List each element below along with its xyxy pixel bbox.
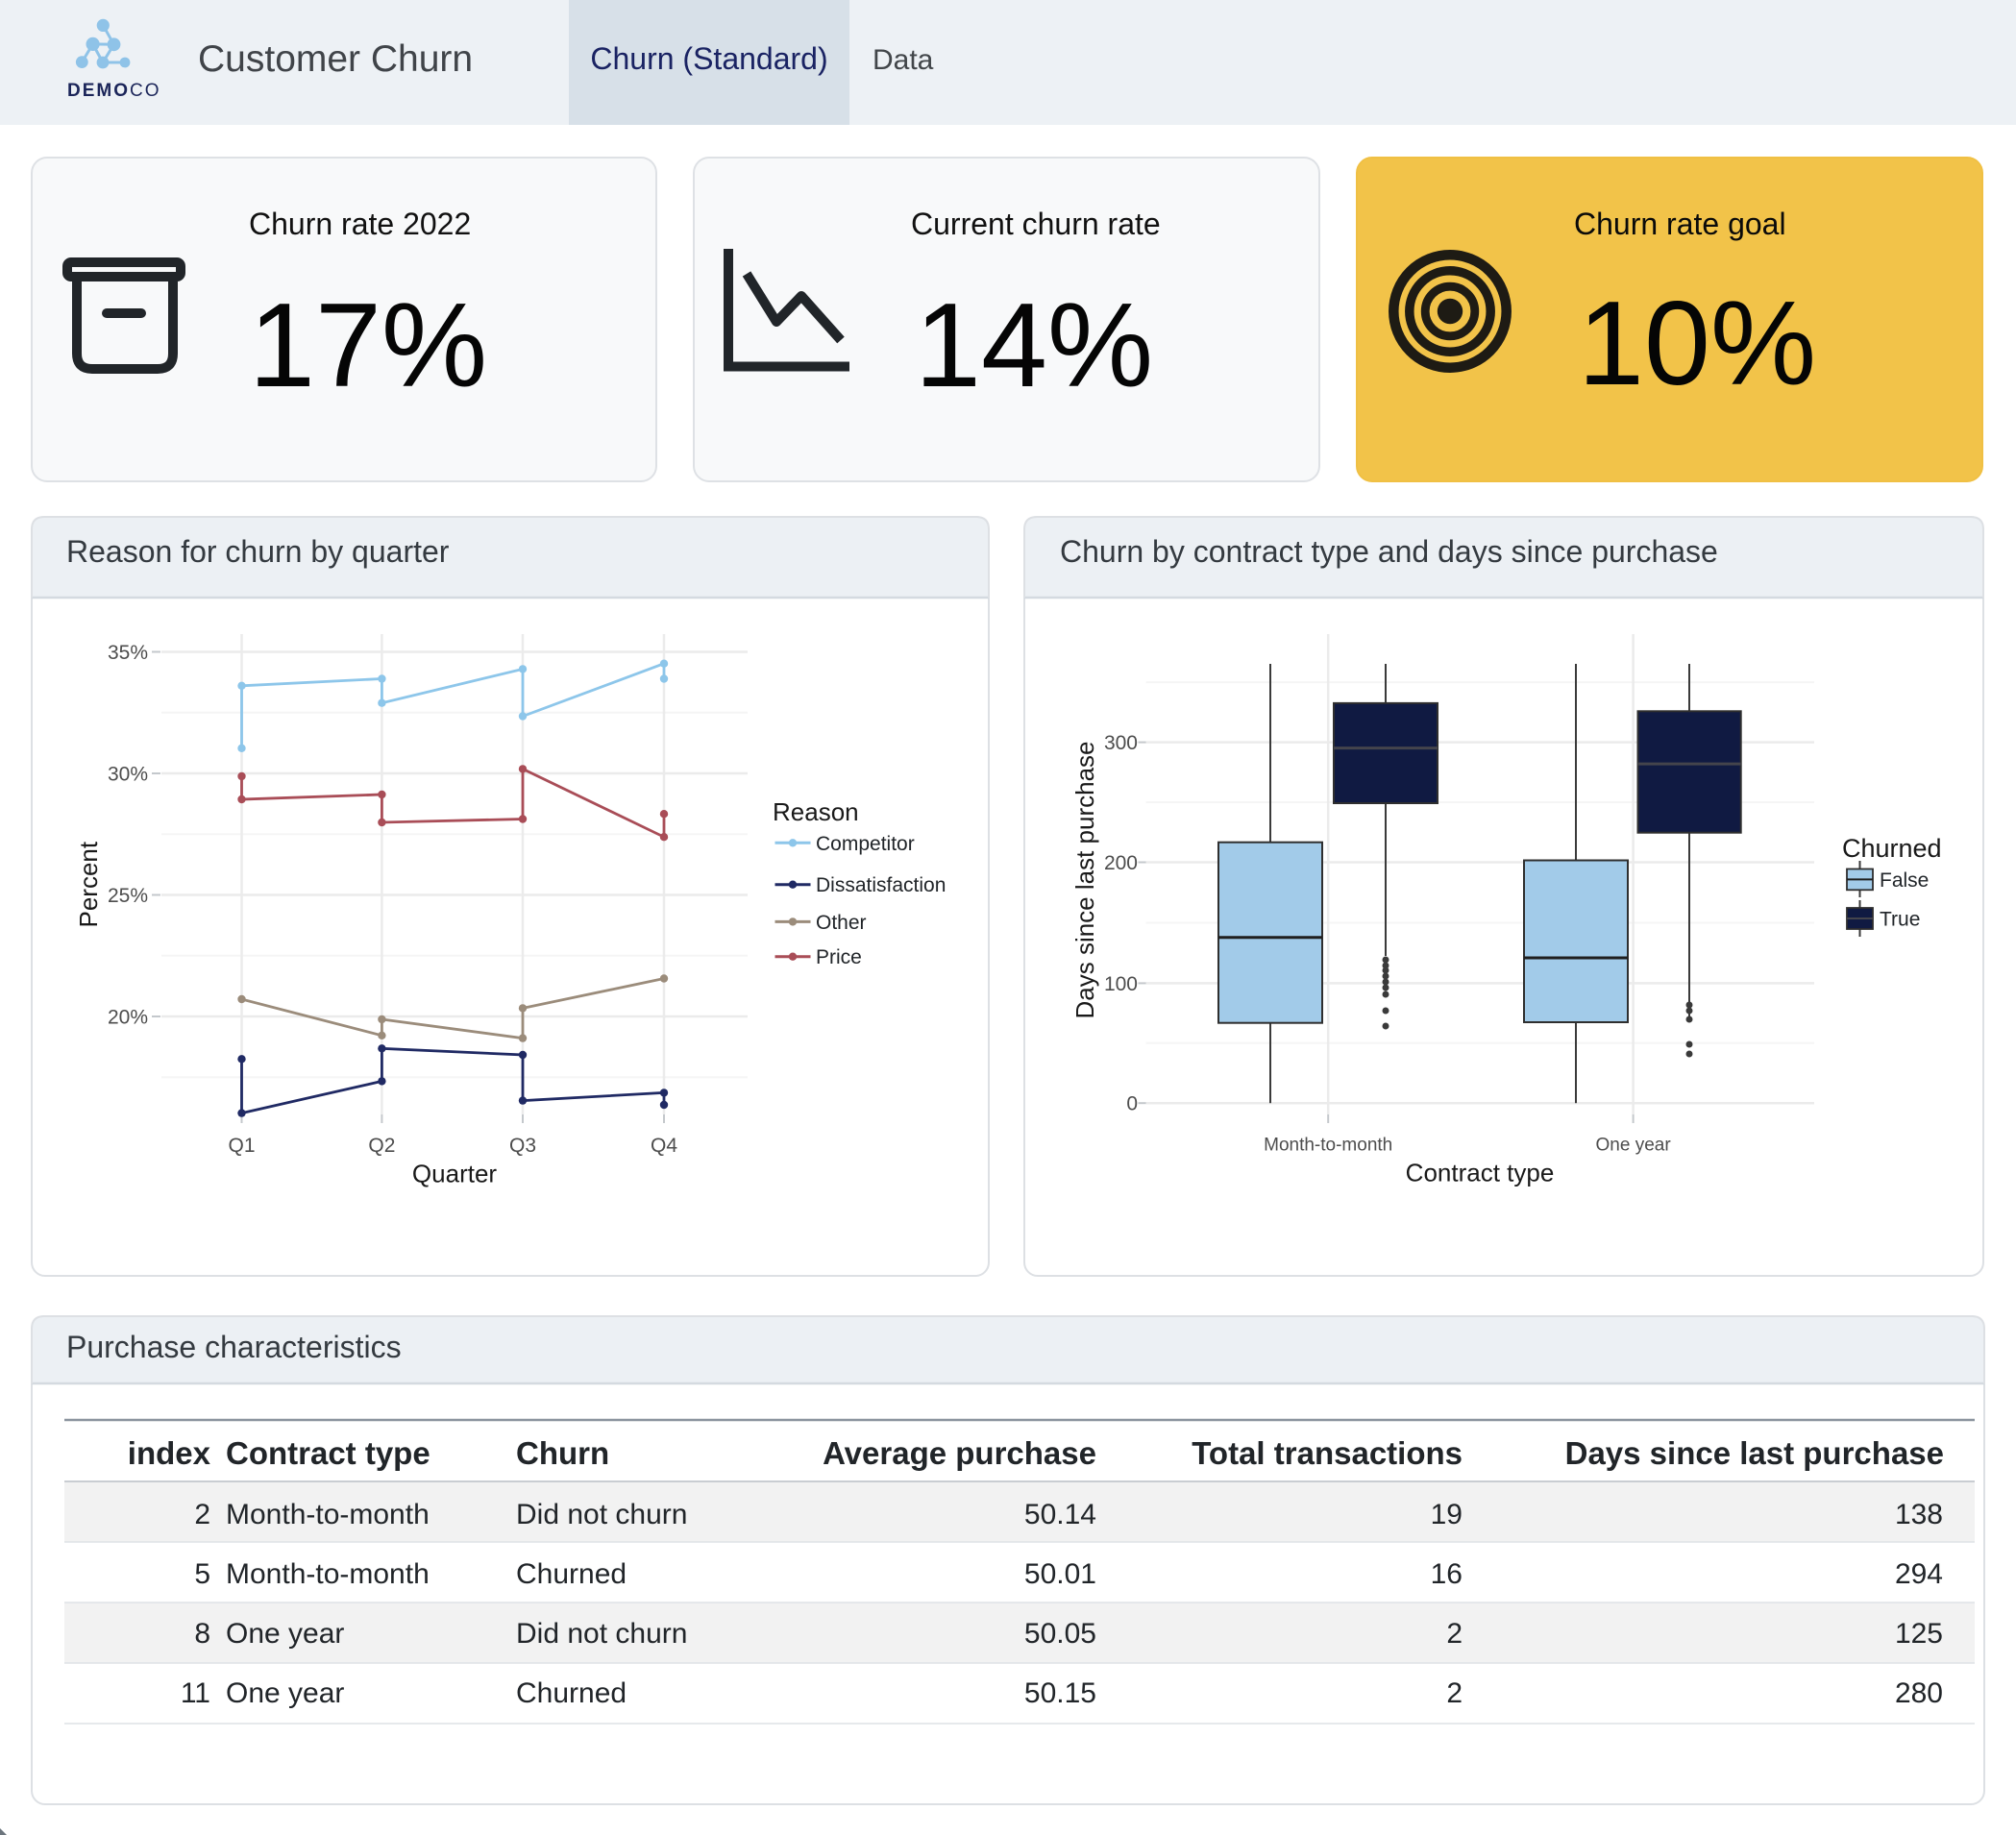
svg-text:Churned: Churned — [1842, 834, 1942, 863]
svg-text:Percent: Percent — [74, 841, 103, 927]
svg-text:2: 2 — [1446, 1618, 1463, 1650]
svg-text:index: index — [128, 1435, 211, 1471]
svg-text:Churn rate 2022: Churn rate 2022 — [249, 207, 471, 241]
svg-text:300: 300 — [1104, 732, 1138, 754]
svg-text:Reason for churn by quarter: Reason for churn by quarter — [66, 534, 450, 569]
svg-text:25%: 25% — [108, 885, 148, 907]
svg-text:Price: Price — [816, 946, 862, 968]
svg-text:Churn: Churn — [516, 1435, 609, 1471]
svg-text:Current churn rate: Current churn rate — [911, 207, 1161, 241]
svg-text:Q1: Q1 — [228, 1135, 255, 1157]
svg-text:280: 280 — [1895, 1677, 1943, 1709]
svg-text:False: False — [1880, 869, 1929, 892]
svg-text:Reason: Reason — [773, 797, 859, 826]
svg-text:Churned: Churned — [516, 1558, 627, 1590]
svg-text:100: 100 — [1104, 973, 1138, 995]
svg-text:50.01: 50.01 — [1024, 1558, 1096, 1590]
svg-text:50.15: 50.15 — [1024, 1677, 1096, 1709]
svg-text:Competitor: Competitor — [816, 833, 915, 855]
svg-text:One year: One year — [226, 1618, 344, 1650]
svg-text:Data: Data — [873, 44, 934, 76]
svg-text:Quarter: Quarter — [412, 1160, 497, 1188]
svg-text:Churn rate goal: Churn rate goal — [1574, 207, 1786, 241]
svg-text:17%: 17% — [249, 280, 487, 412]
svg-text:DEMOCO: DEMOCO — [67, 81, 161, 101]
svg-text:16: 16 — [1431, 1558, 1463, 1590]
svg-text:10%: 10% — [1578, 278, 1816, 410]
svg-text:2: 2 — [194, 1499, 210, 1530]
svg-text:Total transactions: Total transactions — [1192, 1435, 1463, 1471]
svg-text:50.14: 50.14 — [1024, 1499, 1096, 1530]
svg-text:14%: 14% — [915, 280, 1153, 412]
svg-text:8: 8 — [194, 1618, 210, 1650]
svg-text:30%: 30% — [108, 764, 148, 786]
svg-text:Month-to-month: Month-to-month — [226, 1558, 430, 1590]
svg-text:Month-to-month: Month-to-month — [1264, 1136, 1392, 1156]
svg-text:50.05: 50.05 — [1024, 1618, 1096, 1650]
svg-text:Q2: Q2 — [368, 1135, 395, 1157]
svg-text:Average purchase: Average purchase — [823, 1435, 1096, 1471]
svg-text:0: 0 — [1126, 1093, 1138, 1115]
svg-text:Customer Churn: Customer Churn — [198, 38, 473, 80]
svg-text:19: 19 — [1431, 1499, 1463, 1530]
svg-text:Month-to-month: Month-to-month — [226, 1499, 430, 1530]
svg-text:Days since last purchase: Days since last purchase — [1565, 1435, 1944, 1471]
svg-text:Churn by contract type and day: Churn by contract type and days since pu… — [1060, 534, 1718, 569]
svg-text:Purchase characteristics: Purchase characteristics — [66, 1330, 402, 1364]
svg-text:True: True — [1880, 909, 1920, 931]
svg-text:One year: One year — [226, 1677, 344, 1709]
svg-text:20%: 20% — [108, 1007, 148, 1029]
svg-text:Contract type: Contract type — [226, 1435, 430, 1471]
svg-text:Churned: Churned — [516, 1677, 627, 1709]
svg-text:11: 11 — [181, 1677, 210, 1709]
svg-text:138: 138 — [1895, 1499, 1943, 1530]
svg-text:200: 200 — [1104, 852, 1138, 874]
svg-text:294: 294 — [1895, 1558, 1943, 1590]
svg-text:35%: 35% — [108, 642, 148, 664]
svg-text:Contract type: Contract type — [1406, 1158, 1555, 1187]
svg-text:Did not churn: Did not churn — [516, 1618, 687, 1650]
svg-text:Other: Other — [816, 912, 867, 934]
svg-text:Q3: Q3 — [509, 1135, 536, 1157]
svg-text:Dissatisfaction: Dissatisfaction — [816, 874, 946, 896]
svg-text:Did not churn: Did not churn — [516, 1499, 687, 1530]
svg-text:Days since last purchase: Days since last purchase — [1070, 741, 1099, 1018]
svg-text:2: 2 — [1446, 1677, 1463, 1709]
svg-text:One year: One year — [1596, 1136, 1672, 1156]
svg-text:125: 125 — [1895, 1618, 1943, 1650]
svg-text:5: 5 — [194, 1558, 210, 1590]
svg-text:Churn (Standard): Churn (Standard) — [590, 41, 827, 76]
svg-text:Q4: Q4 — [651, 1135, 677, 1157]
